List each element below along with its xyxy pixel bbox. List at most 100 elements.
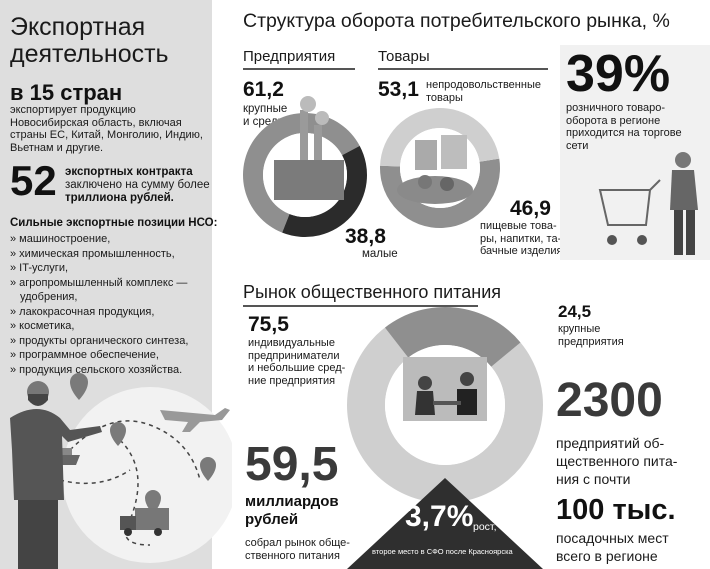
retail-percent: 39% xyxy=(566,45,671,103)
label-line: ния с почти xyxy=(556,471,631,487)
export-illustration xyxy=(10,373,232,569)
goods-food-label: пищевые това- ры, напитки, та- бачные из… xyxy=(480,220,562,258)
goods-nonfood-label: непродовольственные товары xyxy=(426,79,541,104)
ent-big-value: 61,2 xyxy=(243,78,284,101)
contracts-line: заключено на сумму более xyxy=(65,179,210,191)
countries-line: Вьетнам и другие. xyxy=(10,141,104,154)
cafe-couple-icon xyxy=(403,357,487,421)
ent-small-value: 38,8 xyxy=(345,225,386,248)
label-line: ние предприятия xyxy=(248,374,336,387)
donut-slice-1 xyxy=(243,113,360,233)
label-line: предприятия xyxy=(558,335,624,348)
groceries-icon xyxy=(397,135,473,204)
label-line: предприниматели xyxy=(248,349,340,362)
label-line: собрал рынок обще- xyxy=(245,537,350,549)
money-unit: миллиардов рублей xyxy=(245,493,339,529)
countries-text: экспортирует продукцию Новосибирская обл… xyxy=(10,104,210,154)
list-item: удобрения, xyxy=(20,291,78,303)
donut-slice-2 xyxy=(384,307,521,367)
goods-underline xyxy=(378,68,548,70)
donut-slice-1 xyxy=(347,327,543,503)
label-line: щественного пита- xyxy=(556,453,678,469)
list-item: » химическая промышленность, xyxy=(10,247,175,260)
ip-text: индивидуальные предприниматели и небольш… xyxy=(248,337,345,387)
count-value: 2300 xyxy=(556,374,663,427)
list-item: » лакокрасочная продукция, xyxy=(10,305,155,318)
count-text: предприятий об- щественного пита- ния с … xyxy=(556,434,677,488)
label-line: и небольшие сред- xyxy=(248,362,346,374)
goods-label: Товары xyxy=(378,48,430,65)
export-title-line2: деятельность xyxy=(10,40,169,68)
seats-text: посадочных мест всего в регионе xyxy=(556,529,669,565)
label-line: посадочных мест xyxy=(556,530,669,546)
label-line: рублей xyxy=(245,511,299,528)
label-line: крупные xyxy=(558,323,601,335)
list-item: » программное обеспечение, xyxy=(10,349,159,361)
countries-line: Новосибирская область, включая xyxy=(10,116,182,129)
label-line: пищевые това- xyxy=(480,220,557,232)
label-line: розничного товаро- xyxy=(566,102,666,114)
export-title: Экспортная деятельность xyxy=(10,14,169,68)
goods-nonfood-value: 53,1 xyxy=(378,78,419,101)
money-text: собрал рынок обще- ственного питания xyxy=(245,537,350,562)
person-icon xyxy=(670,152,698,255)
large-text: крупные предприятия xyxy=(558,323,624,348)
catering-donut xyxy=(347,307,543,503)
enterprises-donut xyxy=(243,96,367,237)
seats-value: 100 тыс. xyxy=(556,494,676,526)
goods-donut xyxy=(380,108,500,229)
label-line: бачные изделия xyxy=(480,245,563,257)
contracts-line: триллиона рублей. xyxy=(65,192,174,204)
growth-sub: второе место в СФО после Красноярска xyxy=(372,547,513,556)
enterprises-label: Предприятия xyxy=(243,48,336,65)
countries-headline: в 15 стран xyxy=(10,80,123,105)
shopper-illustration xyxy=(598,152,698,255)
growth-triangle xyxy=(347,478,543,569)
label-line: всего в регионе xyxy=(556,548,658,564)
label-line: ры, напитки, та- xyxy=(480,232,562,245)
positions-list: » машиностроение, » химическая промышлен… xyxy=(10,232,188,377)
label-line: ственного питания xyxy=(245,549,340,562)
catering-underline xyxy=(243,305,478,307)
label-line: приходится на торгове xyxy=(566,127,682,139)
contracts-text: экспортных контракта заключено на сумму … xyxy=(65,166,210,205)
label-line: товары xyxy=(426,91,463,104)
structure-title: Структура оборота потребительского рынка… xyxy=(243,10,670,32)
goods-food-value: 46,9 xyxy=(510,197,551,220)
truck-icon xyxy=(120,508,169,536)
label-line: предприятий об- xyxy=(556,435,665,451)
ent-small-label: малые xyxy=(362,248,398,260)
donut-slice-2 xyxy=(380,108,500,167)
list-item: » машиностроение, xyxy=(10,233,111,245)
label-line: индивидуальные xyxy=(248,337,335,349)
positions-title: Сильные экспортные позиции НСО: xyxy=(10,217,218,229)
donut-slice-2 xyxy=(282,145,367,237)
contracts-number: 52 xyxy=(10,157,57,204)
countries-line: страны ЕС, Китай, Монголию, Индию, xyxy=(10,129,203,141)
catering-title: Рынок общественного питания xyxy=(243,282,501,302)
list-item: » IT-услуги, xyxy=(10,262,69,274)
growth-value: 3,7% xyxy=(405,500,474,533)
factory-icon xyxy=(274,96,344,200)
contracts-line: экспортных контракта xyxy=(65,166,193,178)
label-line: крупные xyxy=(243,103,288,115)
countries-line: экспортирует продукцию xyxy=(10,104,136,116)
list-item: » косметика, xyxy=(10,320,75,332)
shopping-cart-icon xyxy=(598,179,661,245)
list-item: » продукты органического синтеза, xyxy=(10,334,189,347)
list-item: » продукция сельского хозяйства. xyxy=(10,363,183,376)
label-line: оборота в регионе xyxy=(566,114,661,127)
large-value: 24,5 xyxy=(558,302,592,321)
airplane-icon xyxy=(160,408,230,432)
retail-text: розничного товаро- оборота в регионе при… xyxy=(566,102,682,152)
man-icon xyxy=(10,381,102,569)
export-title-line1: Экспортная xyxy=(10,13,146,41)
ip-value: 75,5 xyxy=(248,313,289,336)
donut-slice-1 xyxy=(380,158,500,229)
label-line: сети xyxy=(566,139,589,152)
money-value: 59,5 xyxy=(245,438,339,491)
growth-label: рост, xyxy=(473,521,497,533)
list-item: » агропромышленный комплекс — xyxy=(10,276,188,289)
label-line: миллиардов xyxy=(245,493,339,510)
label-line: непродовольственные xyxy=(426,79,541,91)
